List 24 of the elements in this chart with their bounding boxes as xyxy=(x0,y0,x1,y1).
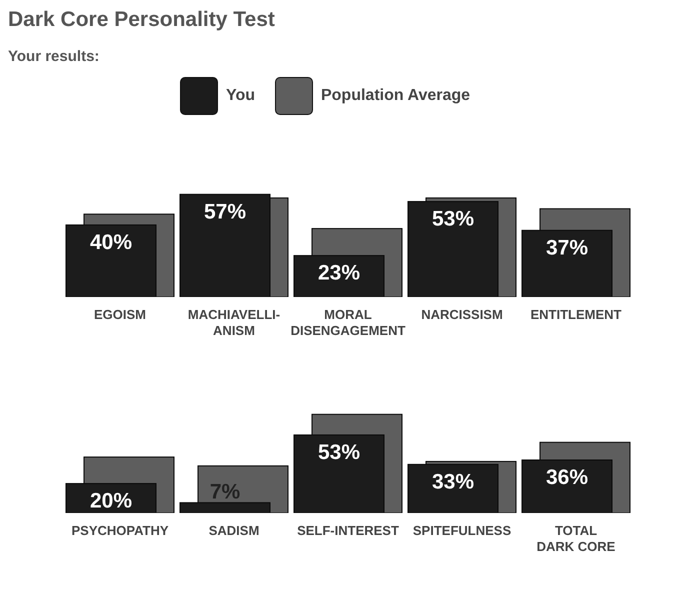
data-label: 23% xyxy=(318,262,360,285)
data-label: 57% xyxy=(204,200,246,224)
legend-label: You xyxy=(226,87,255,105)
data-label: 53% xyxy=(432,208,474,231)
x-tick-label: EGOISM xyxy=(94,307,146,322)
data-label: 36% xyxy=(546,466,588,489)
x-tick-label: SADISM xyxy=(208,523,260,538)
x-tick-label: SPITEFULNESS xyxy=(412,523,512,538)
x-tick-label: SELF-INTEREST xyxy=(297,523,399,538)
data-label: 40% xyxy=(90,230,132,254)
data-label: 37% xyxy=(546,236,588,260)
x-tick-label: MORAL DISENGAGEMENT xyxy=(290,307,406,338)
x-tick-label: TOTAL DARK CORE xyxy=(536,523,616,554)
chart-subtitle: Your results: xyxy=(8,48,100,65)
x-tick-label: NARCISSISM xyxy=(421,307,503,322)
data-label: 33% xyxy=(432,470,474,494)
data-label: 53% xyxy=(318,440,360,464)
data-label: 20% xyxy=(90,490,132,513)
chart-title: Dark Core Personality Test xyxy=(8,8,276,32)
x-tick-label: MACHIAVELLI- ANISM xyxy=(188,307,280,338)
x-tick-label: PSYCHOPATHY xyxy=(71,523,169,538)
legend-label: Population Average xyxy=(320,87,470,105)
x-tick-label: ENTITLEMENT xyxy=(530,307,622,322)
data-label: 7% xyxy=(210,480,240,504)
